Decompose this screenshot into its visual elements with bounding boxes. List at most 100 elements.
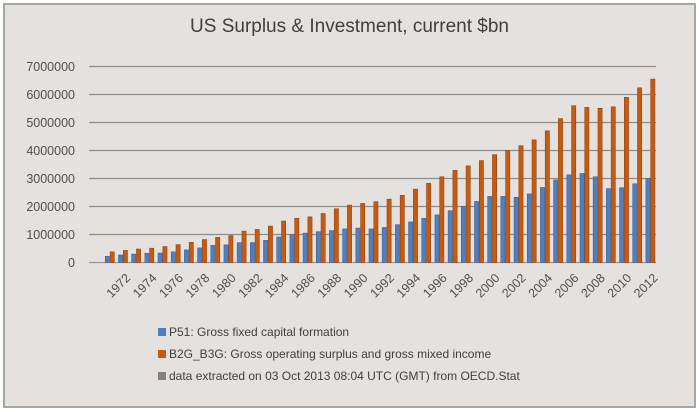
x-tick-label: 1972	[104, 271, 134, 301]
bar-b2g-b3g	[399, 195, 405, 263]
x-tick-label: 1980	[209, 271, 239, 301]
bar-p51	[236, 242, 242, 263]
bar-b2g-b3g	[465, 165, 471, 263]
bar-b2g-b3g	[215, 237, 221, 263]
bar-b2g-b3g	[373, 201, 379, 263]
bar-p51	[263, 240, 269, 263]
bar-b2g-b3g	[162, 246, 168, 263]
bar-p51	[553, 179, 559, 263]
bar-b2g-b3g	[360, 203, 366, 263]
y-axis: 0 1000000 2000000 3000000 4000000 5000000 6000…	[26, 60, 75, 270]
bar-b2g-b3g	[202, 239, 207, 263]
bar-p51	[315, 231, 321, 263]
bar-b2g-b3g	[610, 106, 616, 263]
bar-p51	[276, 236, 282, 263]
bar-b2g-b3g	[136, 248, 141, 263]
bar-b2g-b3g	[281, 220, 286, 263]
y-tick-label: 5000000	[26, 116, 75, 130]
bar-b2g-b3g	[478, 160, 484, 263]
bar-p51	[118, 254, 123, 263]
chart-title: US Surplus & Investment, current $bn	[190, 16, 509, 37]
y-tick-label: 1000000	[26, 228, 75, 242]
x-tick-label: 1974	[130, 271, 160, 301]
x-tick-label: 2010	[605, 271, 635, 301]
bar-p51	[381, 227, 387, 263]
bar-b2g-b3g	[122, 250, 128, 263]
bar-b2g-b3g	[558, 118, 563, 263]
bar-p51	[131, 253, 137, 263]
bar-b2g-b3g	[597, 107, 603, 263]
bar-b2g-b3g	[175, 244, 181, 263]
bar-p51	[540, 187, 545, 263]
bar-p51	[104, 256, 110, 263]
bar-b2g-b3g	[544, 130, 550, 263]
x-tick-label: 1992	[367, 271, 397, 301]
x-tick-label: 2008	[578, 271, 608, 301]
bar-p51	[566, 174, 572, 263]
legend-label-p51: P51: Gross fixed capital formation	[169, 325, 350, 339]
bar-p51	[434, 214, 440, 263]
bar-p51	[342, 228, 348, 263]
bar-p51	[355, 227, 361, 263]
x-tick-label: 1976	[156, 271, 186, 301]
legend: P51: Gross fixed capital formation B2G_B…	[158, 321, 520, 387]
bar-p51	[447, 210, 453, 263]
bar-p51	[619, 187, 625, 263]
bar-b2g-b3g	[188, 242, 194, 263]
bar-p51	[368, 228, 374, 263]
legend-swatch-blue	[158, 328, 166, 336]
bar-b2g-b3g	[518, 145, 524, 263]
bar-p51	[592, 176, 598, 263]
legend-item-b2g-b3g: B2G_B3G: Gross operating surplus and gro…	[158, 343, 520, 365]
x-tick-label: 2012	[631, 271, 661, 301]
x-tick-label: 1996	[420, 271, 450, 301]
legend-swatch-orange	[158, 350, 166, 358]
bar-b2g-b3g	[426, 182, 432, 263]
bar-b2g-b3g	[347, 204, 352, 263]
bar-p51	[526, 193, 532, 263]
bars	[104, 78, 656, 263]
bar-b2g-b3g	[109, 251, 115, 263]
bar-b2g-b3g	[254, 229, 260, 263]
bar-p51	[474, 201, 479, 263]
bar-b2g-b3g	[531, 139, 537, 263]
y-tick-label: 6000000	[26, 88, 75, 102]
bar-b2g-b3g	[149, 247, 155, 263]
legend-label-b2g-b3g: B2G_B3G: Gross operating surplus and gro…	[169, 347, 492, 361]
bar-p51	[500, 196, 506, 263]
bar-p51	[395, 224, 400, 263]
bar-p51	[408, 221, 414, 263]
x-tick-label: 2002	[499, 271, 529, 301]
bar-b2g-b3g	[320, 213, 326, 263]
x-tick-label: 1978	[183, 271, 213, 301]
bar-p51	[184, 249, 189, 263]
bar-p51	[579, 173, 585, 263]
bar-b2g-b3g	[333, 208, 339, 263]
bar-b2g-b3g	[294, 217, 300, 263]
legend-item-p51: P51: Gross fixed capital formation	[158, 321, 520, 343]
y-tick-label: 0	[68, 256, 75, 270]
bar-p51	[289, 234, 295, 263]
bar-p51	[144, 252, 150, 263]
x-tick-label: 1986	[288, 271, 318, 301]
bar-b2g-b3g	[386, 198, 392, 263]
x-axis: 1972197419761978198019821984198619881990…	[104, 271, 661, 301]
bar-p51	[250, 242, 255, 263]
x-tick-label: 1988	[315, 271, 345, 301]
bar-p51	[421, 217, 427, 263]
bar-p51	[329, 230, 334, 263]
bar-p51	[197, 247, 203, 263]
bar-b2g-b3g	[228, 235, 234, 263]
bar-b2g-b3g	[492, 154, 497, 263]
legend-swatch-grey	[158, 372, 166, 380]
x-tick-label: 1984	[262, 271, 292, 301]
bar-b2g-b3g	[241, 230, 247, 263]
bar-p51	[157, 252, 163, 263]
bar-b2g-b3g	[584, 107, 590, 263]
y-tick-label: 7000000	[26, 60, 75, 74]
bar-p51	[302, 232, 308, 263]
bar-b2g-b3g	[650, 78, 656, 263]
legend-label-source: data extracted on 03 Oct 2013 08:04 UTC …	[169, 369, 520, 383]
bar-p51	[170, 251, 176, 263]
